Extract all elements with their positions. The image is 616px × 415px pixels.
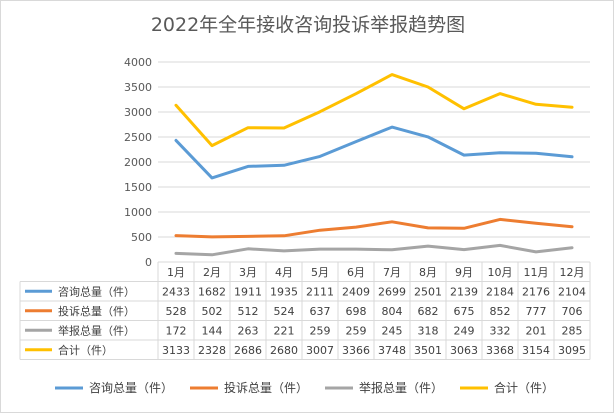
- y-tick-label: 2500: [124, 131, 152, 144]
- table-cell-value: 3501: [414, 344, 442, 357]
- table-cell-value: 3007: [306, 344, 334, 357]
- table-cell-value: 2111: [306, 285, 334, 298]
- x-category-label: 3月: [239, 266, 257, 279]
- table-cell-value: 524: [274, 305, 295, 318]
- series-line: [174, 243, 574, 257]
- x-category-label: 12月: [560, 266, 585, 279]
- table-cell-value: 3095: [558, 344, 586, 357]
- table-cell-value: 144: [202, 324, 223, 337]
- table-cell-value: 2176: [522, 285, 550, 298]
- table-cell-value: 2184: [486, 285, 514, 298]
- table-cell-value: 245: [382, 324, 403, 337]
- y-tick-label: 0: [145, 256, 152, 269]
- table-cell-value: 528: [166, 305, 187, 318]
- table-cell-value: 285: [562, 324, 583, 337]
- legend-label: 咨询总量（件）: [89, 380, 173, 395]
- x-category-label: 6月: [347, 266, 365, 279]
- table-cell-value: 172: [166, 324, 187, 337]
- table-cell-value: 1935: [270, 285, 298, 298]
- table-cell-value: 852: [490, 305, 511, 318]
- y-tick-label: 3000: [124, 106, 152, 119]
- legend-label: 举报总量（件）: [359, 380, 443, 395]
- x-category-label: 10月: [488, 266, 513, 279]
- table-cell-value: 698: [346, 305, 367, 318]
- y-tick-label: 1500: [124, 181, 152, 194]
- table-cell-value: 675: [454, 305, 475, 318]
- x-category-label: 4月: [275, 266, 293, 279]
- x-category-label: 1月: [167, 266, 185, 279]
- table-cell-value: 502: [202, 305, 223, 318]
- table-cell-value: 706: [562, 305, 583, 318]
- table-cell-value: 201: [526, 324, 547, 337]
- table-cell-value: 2501: [414, 285, 442, 298]
- series-line: [174, 217, 574, 239]
- series-line: [174, 125, 574, 180]
- x-category-label: 7月: [383, 266, 401, 279]
- legend-label: 投诉总量（件）: [224, 380, 308, 395]
- x-category-label: 8月: [419, 266, 437, 279]
- x-category-label: 11月: [524, 266, 549, 279]
- table-cell-value: 259: [346, 324, 367, 337]
- table-cell-value: 3133: [162, 344, 190, 357]
- legend-label: 合计（件）: [494, 380, 554, 395]
- table-cell-value: 682: [418, 305, 439, 318]
- y-tick-label: 4000: [124, 56, 152, 69]
- table-cell-value: 777: [526, 305, 547, 318]
- table-cell-value: 249: [454, 324, 475, 337]
- table-cell-value: 804: [382, 305, 403, 318]
- table-cell-value: 2139: [450, 285, 478, 298]
- series-line: [174, 73, 574, 148]
- table-cell-value: 2686: [234, 344, 262, 357]
- table-cell-value: 2433: [162, 285, 190, 298]
- table-cell-value: 1911: [234, 285, 262, 298]
- y-tick-label: 500: [131, 231, 152, 244]
- table-cell-value: 263: [238, 324, 259, 337]
- table-cell-value: 2328: [198, 344, 226, 357]
- x-category-label: 2月: [203, 266, 221, 279]
- table-cell-value: 3366: [342, 344, 370, 357]
- y-tick-label: 2000: [124, 156, 152, 169]
- table-cell-value: 318: [418, 324, 439, 337]
- chart-title: 2022年全年接收咨询投诉举报趋势图: [150, 14, 466, 36]
- table-cell-value: 332: [490, 324, 511, 337]
- table-cell-value: 3748: [378, 344, 406, 357]
- table-cell-value: 1682: [198, 285, 226, 298]
- table-cell-value: 2409: [342, 285, 370, 298]
- x-category-label: 5月: [311, 266, 329, 279]
- table-cell-value: 3063: [450, 344, 478, 357]
- table-series-name: 投诉总量（件）: [58, 304, 135, 318]
- table-cell-value: 3368: [486, 344, 514, 357]
- table-cell-value: 2699: [378, 285, 406, 298]
- y-tick-label: 3500: [124, 81, 152, 94]
- table-cell-value: 221: [274, 324, 295, 337]
- table-cell-value: 637: [310, 305, 331, 318]
- table-series-name: 合计（件）: [58, 343, 113, 357]
- table-cell-value: 2680: [270, 344, 298, 357]
- table-cell-value: 2104: [558, 285, 586, 298]
- table-series-name: 举报总量（件）: [58, 323, 135, 337]
- table-cell-value: 3154: [522, 344, 550, 357]
- y-tick-label: 1000: [124, 206, 152, 219]
- table-series-name: 咨询总量（件）: [58, 284, 135, 298]
- x-category-label: 9月: [455, 266, 473, 279]
- table-cell-value: 259: [310, 324, 331, 337]
- table-cell-value: 512: [238, 305, 259, 318]
